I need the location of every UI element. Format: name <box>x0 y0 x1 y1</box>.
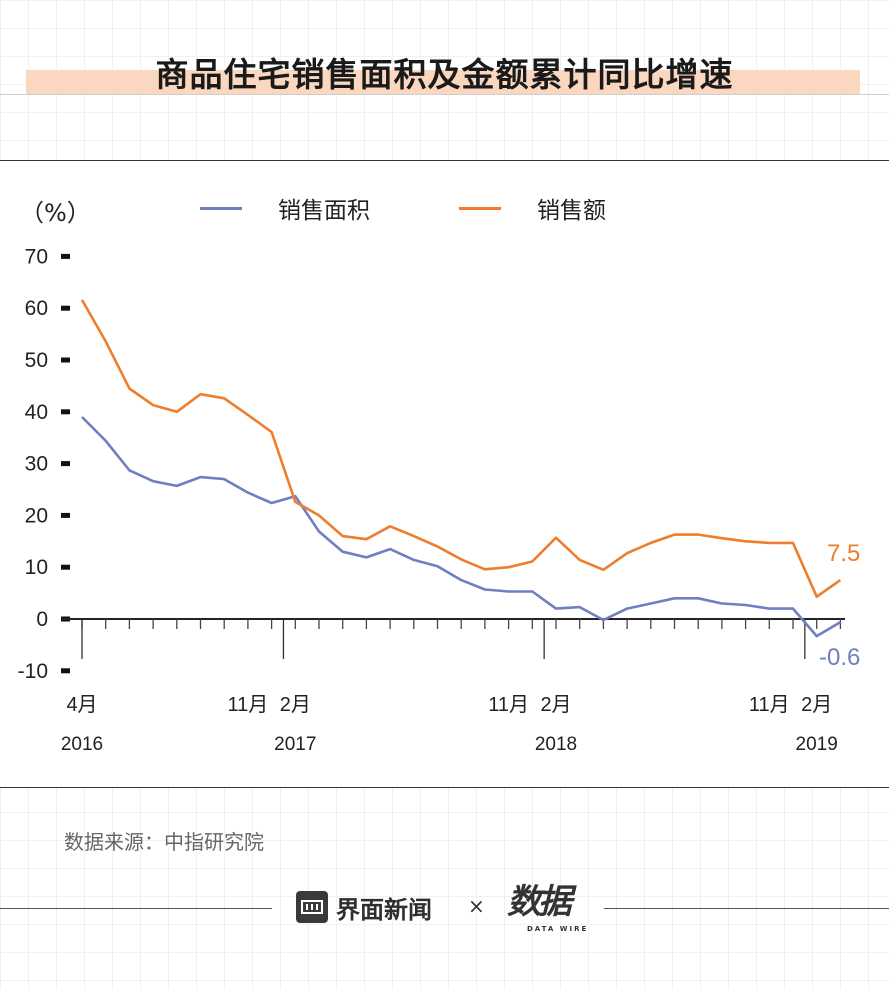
y-tick-marker <box>61 512 70 518</box>
data-source: 数据来源：中指研究院 <box>64 830 264 854</box>
title-highlight <box>26 70 860 94</box>
x-tick-label: 2月 <box>280 694 311 716</box>
footer-line-right <box>604 908 889 909</box>
y-tick-label: 40 <box>25 401 48 424</box>
brand-name: 界面新闻 <box>336 895 432 924</box>
y-tick-label: -10 <box>18 660 48 683</box>
x-tick-label: 11月 <box>228 694 269 716</box>
partner-mark: 数据 <box>507 882 572 922</box>
partner-sub: DATA WIRE <box>527 925 589 933</box>
x-tick-label: 2月 <box>540 694 571 716</box>
footer-line-left <box>0 908 272 909</box>
x-tick-label: 11月 <box>749 694 790 716</box>
x-year-label: 2016 <box>61 734 103 755</box>
chart-panel: 70 60 50 40 30 20 10 0 -10 4月 2016 11月 2月 2017 11月 2月 20… <box>0 160 889 788</box>
x-tick-label: 4月 <box>66 694 97 716</box>
y-tick-marker <box>61 305 70 311</box>
y-tick-label: 20 <box>25 504 48 527</box>
brand-separator: × <box>468 894 485 918</box>
y-axis-unit: （%） <box>20 199 91 227</box>
x-tick-label: 2月 <box>801 694 832 716</box>
end-label-area: -0.6 <box>819 644 860 671</box>
y-tick-label: 70 <box>25 245 48 268</box>
x-year-label: 2019 <box>796 734 838 755</box>
title-divider <box>0 94 889 95</box>
y-tick-label: 10 <box>25 556 48 579</box>
y-tick-marker <box>61 357 70 363</box>
y-tick-marker <box>61 668 70 674</box>
series-line-amount <box>80 299 842 598</box>
y-tick-marker <box>61 253 70 259</box>
y-tick-label: 0 <box>36 608 48 631</box>
brand-logo-icon <box>296 891 328 923</box>
legend-swatch-area <box>200 206 242 210</box>
y-tick-marker <box>61 564 70 570</box>
legend-item-area: 销售面积 <box>200 193 370 224</box>
y-tick-label: 30 <box>25 453 48 476</box>
legend-label-area: 销售面积 <box>278 198 370 224</box>
legend-swatch-amount <box>459 206 501 210</box>
legend-item-amount: 销售额 <box>459 193 606 224</box>
y-tick-label: 60 <box>25 297 48 320</box>
y-tick-marker <box>61 461 70 467</box>
y-tick-label: 50 <box>25 349 48 372</box>
legend-label-amount: 销售额 <box>537 198 606 224</box>
brand: 界面新闻 <box>296 888 432 926</box>
x-year-label: 2018 <box>535 734 577 755</box>
series-line-area <box>81 416 842 638</box>
y-tick-marker <box>61 409 70 415</box>
x-tick-label: 11月 <box>488 694 529 716</box>
x-year-label: 2017 <box>274 734 316 755</box>
chart-title: 商品住宅销售面积及金额累计同比增速 <box>155 55 734 94</box>
end-label-amount: 7.5 <box>827 540 860 567</box>
partner-logo: 数据 DATA WIRE <box>507 882 591 936</box>
